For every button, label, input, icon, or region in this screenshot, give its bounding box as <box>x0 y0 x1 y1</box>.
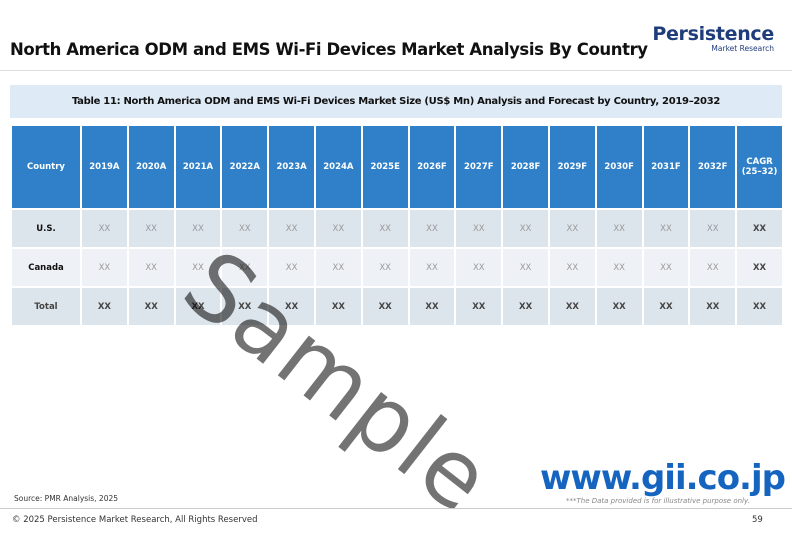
divider <box>0 70 792 71</box>
cell: XX <box>641 286 691 327</box>
column-header: 2025E <box>360 124 410 210</box>
cell: XX <box>454 247 504 288</box>
cell: XX <box>220 286 270 327</box>
cell: XX <box>126 208 176 249</box>
cell: XX <box>735 208 784 249</box>
row-label: U.S. <box>10 208 82 249</box>
cell: XX <box>735 286 784 327</box>
column-header: 2019A <box>80 124 129 210</box>
cell: XX <box>80 247 129 288</box>
divider <box>0 508 792 509</box>
table-row: U.S. XX XX XX XX XX XX XX XX XX XX XX XX XX XX XX <box>10 208 784 249</box>
title: North America ODM and EMS Wi-Fi Devices … <box>10 40 648 59</box>
cell: XX <box>267 286 316 327</box>
cell: XX <box>220 208 270 249</box>
cell: XX <box>501 286 550 327</box>
cell: XX <box>407 247 457 288</box>
logo: Persistence Market Research <box>652 24 774 53</box>
cell: XX <box>688 286 738 327</box>
logo-name: Persistence <box>652 23 774 45</box>
column-header: 2024A <box>313 124 363 210</box>
cell: XX <box>501 247 550 288</box>
cell: XX <box>267 208 316 249</box>
cell: XX <box>360 247 410 288</box>
page-number: 59 <box>752 515 763 525</box>
column-header: 2020A <box>126 124 176 210</box>
cell: XX <box>126 247 176 288</box>
cell: XX <box>360 208 410 249</box>
logo-tagline: Market Research <box>711 44 774 53</box>
data-table: Country 2019A 2020A 2021A 2022A 2023A 2024A 202… <box>10 124 784 327</box>
cell: XX <box>360 286 410 327</box>
cell: XX <box>735 247 784 288</box>
column-header: CAGR (25–32) <box>735 124 784 210</box>
source: Source: PMR Analysis, 2025 <box>14 494 119 503</box>
cell: XX <box>594 286 644 327</box>
cell: XX <box>641 247 691 288</box>
cell: XX <box>547 286 597 327</box>
cell: XX <box>547 247 597 288</box>
cell: XX <box>407 208 457 249</box>
cell: XX <box>501 208 550 249</box>
cell: XX <box>173 286 223 327</box>
cell: XX <box>688 247 738 288</box>
cell: XX <box>173 247 223 288</box>
cell: XX <box>641 208 691 249</box>
cell: XX <box>80 286 129 327</box>
cell: XX <box>594 208 644 249</box>
table-row: Canada XX XX XX XX XX XX XX XX XX XX XX XX XX XX XX <box>10 247 784 288</box>
cell: XX <box>454 286 504 327</box>
cell: XX <box>407 286 457 327</box>
row-label: Canada <box>10 247 82 288</box>
table-row: Total XX XX XX XX XX XX XX XX XX XX XX XX XX XX XX <box>10 286 784 327</box>
column-header: 2026F <box>407 124 457 210</box>
cell: XX <box>313 286 363 327</box>
column-header: 2029F <box>547 124 597 210</box>
cell: XX <box>220 247 270 288</box>
cell: XX <box>126 286 176 327</box>
column-header: 2027F <box>454 124 504 210</box>
site-watermark: www.gii.co.jp <box>540 458 786 498</box>
cell: XX <box>594 247 644 288</box>
column-header: 2032F <box>688 124 738 210</box>
column-header: 2031F <box>641 124 691 210</box>
cell: XX <box>454 208 504 249</box>
column-header: 2022A <box>220 124 270 210</box>
copyright: © 2025 Persistence Market Research, All … <box>12 515 258 525</box>
column-header: 2021A <box>173 124 223 210</box>
disclaimer: ***The Data provided is for illustrative… <box>566 497 750 505</box>
row-label: Total <box>10 286 82 327</box>
cell: XX <box>688 208 738 249</box>
column-header: 2030F <box>594 124 644 210</box>
column-header: 2028F <box>501 124 550 210</box>
table-caption: Table 11: North America ODM and EMS Wi-F… <box>10 85 782 118</box>
cell: XX <box>80 208 129 249</box>
cell: XX <box>173 208 223 249</box>
column-header: 2023A <box>267 124 316 210</box>
cell: XX <box>313 208 363 249</box>
column-header: Country <box>10 124 82 210</box>
cell: XX <box>267 247 316 288</box>
cell: XX <box>313 247 363 288</box>
cell: XX <box>547 208 597 249</box>
